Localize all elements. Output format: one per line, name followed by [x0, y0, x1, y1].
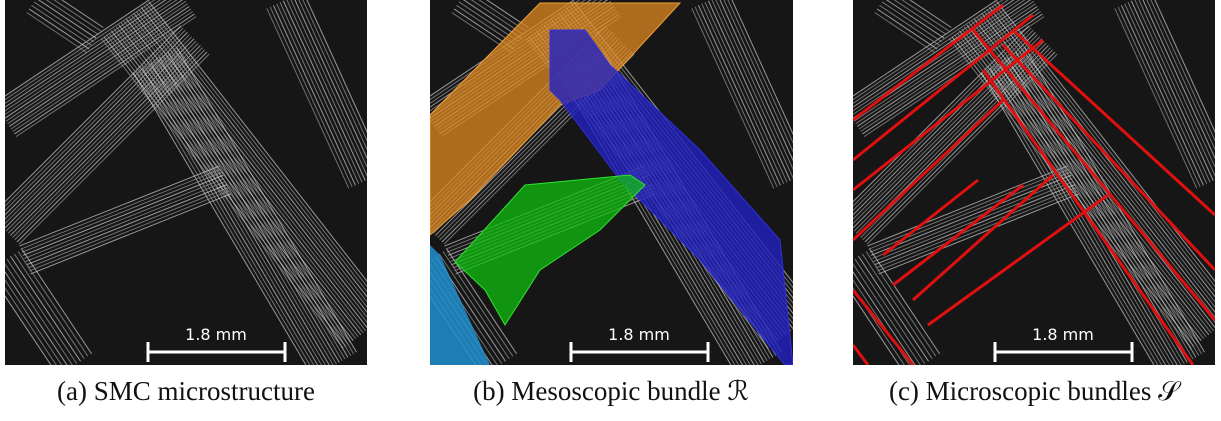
scale-label: 1.8 mm	[608, 325, 670, 344]
scale-label: 1.8 mm	[1032, 325, 1094, 344]
scale-label: 1.8 mm	[185, 325, 247, 344]
micrograph: 1.8 mm	[5, 0, 367, 365]
panel: 1.8 mm (c) Microscopic bundles 𝒮	[853, 0, 1215, 421]
page: 1.8 mm (a) SMC microstructure 1.8 mm (b)…	[0, 0, 1221, 421]
caption: (a) SMC microstructure	[0, 376, 397, 407]
caption: (c) Microscopic bundles 𝒮	[823, 376, 1221, 408]
caption: (b) Mesoscopic bundle ℛ	[400, 376, 822, 407]
panel: 1.8 mm (a) SMC microstructure	[5, 0, 367, 421]
micrograph: 1.8 mm	[853, 0, 1215, 365]
panel: 1.8 mm (b) Mesoscopic bundle ℛ	[430, 0, 792, 421]
micrograph: 1.8 mm	[430, 0, 793, 365]
